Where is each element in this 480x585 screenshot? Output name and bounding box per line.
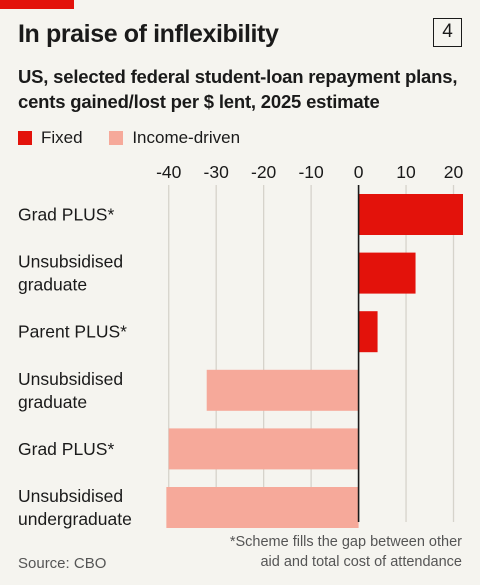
- category-label: Parent PLUS*: [18, 322, 127, 342]
- category-label: Grad PLUS*: [18, 205, 114, 225]
- legend-item-fixed: Fixed: [18, 128, 83, 148]
- legend-item-income-driven: Income-driven: [109, 128, 240, 148]
- category-label: undergraduate: [18, 509, 132, 529]
- bar: [358, 311, 378, 353]
- x-tick-label: -20: [251, 162, 277, 182]
- category-label: Grad PLUS*: [18, 439, 114, 459]
- x-tick-label: -30: [204, 162, 230, 182]
- x-tick-label: 0: [354, 162, 364, 182]
- x-tick-label: 10: [396, 162, 416, 182]
- brand-accent-bar: [0, 0, 74, 9]
- chart-title: In praise of inflexibility: [18, 20, 279, 48]
- footnote-line-2: aid and total cost of attendance: [260, 554, 462, 570]
- x-tick-label: 20: [444, 162, 464, 182]
- category-label: graduate: [18, 392, 87, 412]
- legend-swatch-fixed: [18, 131, 32, 145]
- bar: [358, 194, 463, 235]
- category-label: Unsubsidised: [18, 252, 123, 272]
- source-note: Source: CBO: [18, 555, 107, 572]
- category-label: graduate: [18, 275, 87, 295]
- footnote: *Scheme fills the gap between other aid …: [230, 532, 462, 572]
- bar: [358, 252, 416, 294]
- category-label: Unsubsidised: [18, 369, 123, 389]
- chart-legend: Fixed Income-driven: [18, 128, 262, 150]
- legend-label-fixed: Fixed: [41, 128, 83, 147]
- x-tick-label: -10: [298, 162, 324, 182]
- chart-number-badge: 4: [433, 18, 462, 47]
- legend-swatch-income-driven: [109, 131, 124, 145]
- bar: [166, 487, 359, 528]
- x-tick-label: -40: [156, 162, 182, 182]
- bar: [206, 369, 359, 411]
- chart-subtitle: US, selected federal student-loan repaym…: [18, 66, 458, 112]
- category-label: Unsubsidised: [18, 486, 123, 506]
- footnote-line-1: *Scheme fills the gap between other: [229, 534, 462, 550]
- bar: [168, 428, 359, 470]
- legend-label-income-driven: Income-driven: [132, 128, 241, 147]
